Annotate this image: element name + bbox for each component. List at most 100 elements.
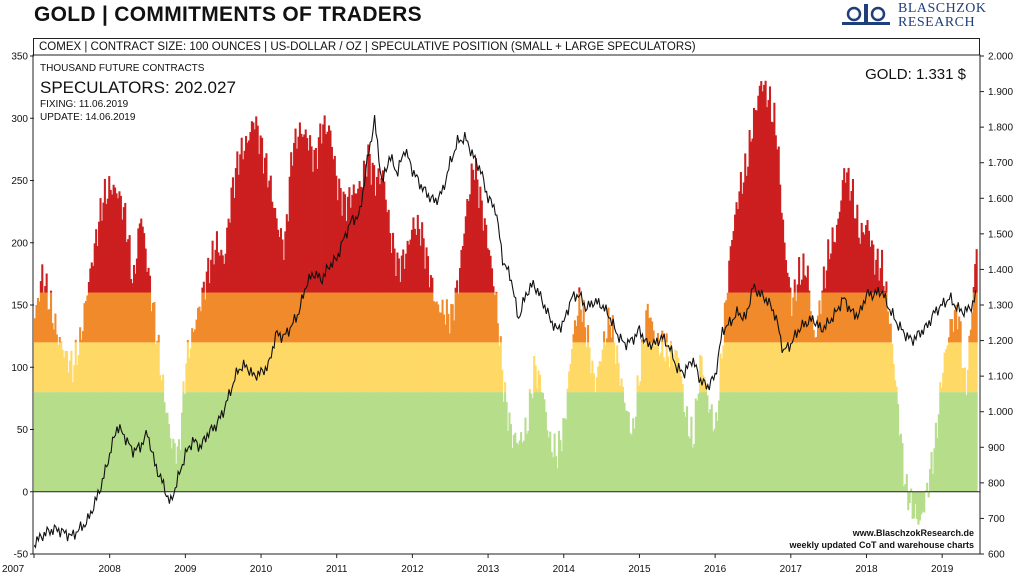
bar-segment <box>474 392 478 492</box>
bar-segment <box>723 392 726 492</box>
bar-segment <box>846 172 849 293</box>
bar-segment <box>910 488 913 492</box>
bar-segment <box>67 392 70 492</box>
bar-segment <box>811 392 814 492</box>
bar-segment <box>799 392 802 492</box>
bar-segment <box>74 339 77 343</box>
bar-segment <box>341 342 344 393</box>
bar-segment <box>616 345 619 393</box>
bar-segment <box>579 342 582 393</box>
bar-segment <box>263 157 267 293</box>
bar-segment <box>306 342 309 393</box>
bar-segment <box>613 342 616 393</box>
bar-segment <box>47 342 50 393</box>
bar-segment <box>460 342 463 393</box>
bar-segment <box>201 342 204 393</box>
bar-segment <box>202 281 205 293</box>
bar-segment <box>227 392 230 492</box>
bar-segment <box>300 392 303 492</box>
bar-segment <box>470 292 473 343</box>
bar-segment <box>44 392 47 492</box>
bar-segment <box>74 392 77 492</box>
bar-segment <box>58 342 61 393</box>
x-tick-label: 2019 <box>931 564 954 575</box>
bar-segment <box>507 430 510 492</box>
bar-segment <box>330 342 333 393</box>
bar-segment <box>272 292 275 343</box>
bar-segment <box>277 342 280 393</box>
bar-segment <box>282 342 285 393</box>
bar-segment <box>287 221 290 293</box>
bar-segment <box>524 417 527 492</box>
bar-segment <box>881 292 884 343</box>
bar-segment <box>60 392 63 492</box>
bar-segment <box>262 392 265 492</box>
bar-segment <box>572 392 575 492</box>
bar-segment <box>182 392 185 492</box>
bar-segment <box>236 392 239 492</box>
bar-segment <box>783 342 786 393</box>
bar-segment <box>803 275 806 293</box>
bar-segment <box>153 392 156 492</box>
bar-segment <box>163 402 166 492</box>
bar-segment <box>400 292 403 343</box>
bar-segment <box>317 137 320 293</box>
bar-segment <box>288 342 291 393</box>
bar-segment <box>661 392 664 492</box>
bar-segment <box>646 392 649 492</box>
bar-segment <box>747 342 750 393</box>
bar-segment <box>600 392 603 492</box>
bar-segment <box>643 344 646 393</box>
bar-segment <box>736 342 740 393</box>
bar-segment <box>723 302 726 343</box>
bar-segment <box>803 342 806 393</box>
bar-segment <box>151 302 154 343</box>
bar-segment <box>792 297 795 343</box>
bar-segment <box>262 173 265 293</box>
bar-segment <box>236 292 239 343</box>
bar-segment <box>773 342 776 393</box>
bar-segment <box>186 392 189 492</box>
bar-segment <box>217 252 220 293</box>
bar-segment <box>495 292 498 343</box>
bar-segment <box>467 342 470 393</box>
bar-segment <box>975 249 978 293</box>
bar-segment <box>782 219 785 293</box>
bar-segment <box>367 144 370 293</box>
bar-segment <box>490 292 494 343</box>
bar-segment <box>87 292 90 343</box>
bar-segment <box>603 392 606 492</box>
bar-segment <box>668 367 671 393</box>
bar-segment <box>96 342 99 393</box>
bar-segment <box>409 292 412 343</box>
bar-segment <box>806 292 809 343</box>
bar-segment <box>250 342 253 393</box>
bar-segment <box>581 322 584 343</box>
bar-segment <box>869 342 872 393</box>
bar-segment <box>35 305 38 343</box>
bar-segment <box>742 342 745 393</box>
bar-segment <box>847 167 850 293</box>
bar-segment <box>859 342 862 393</box>
bar-segment <box>175 463 178 492</box>
bar-segment <box>255 292 258 343</box>
bar-segment <box>763 292 766 343</box>
bar-segment <box>274 342 277 393</box>
bar-segment <box>227 342 230 393</box>
bar-segment <box>412 342 415 393</box>
bar-segment <box>370 292 373 343</box>
bar-segment <box>442 342 446 393</box>
bar-segment <box>690 416 693 492</box>
bar-segment <box>771 342 774 393</box>
bar-segment <box>100 292 104 343</box>
bar-segment <box>261 292 264 343</box>
bar-segment <box>959 392 962 492</box>
bar-segment <box>652 342 655 393</box>
bar-segment <box>789 287 792 293</box>
bar-segment <box>837 292 840 343</box>
bar-segment <box>281 239 284 293</box>
bar-segment <box>246 142 249 293</box>
bar-segment <box>782 392 785 492</box>
bar-segment <box>402 342 405 393</box>
bar-segment <box>384 392 387 492</box>
